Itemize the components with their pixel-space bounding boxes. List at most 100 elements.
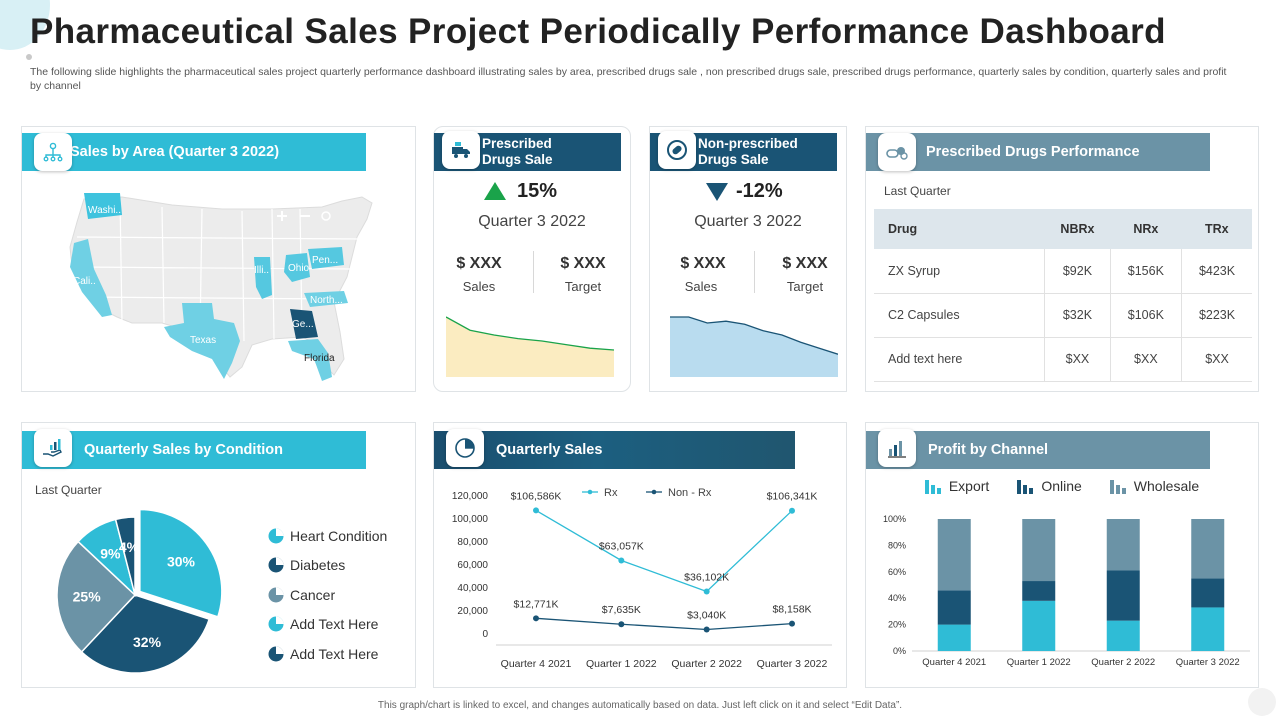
x-tick-label: Quarter 3 2022 [1176,657,1240,668]
pie-slice-label: 30% [167,554,196,570]
y-tick-label: 0% [893,646,906,656]
legend-label-online: Online [1041,478,1082,494]
table-cell: $156K [1110,249,1183,294]
capsules-icon [878,133,916,171]
legend-label-diabetes: Diabetes [290,557,346,574]
y-tick-label: 20,000 [457,606,488,617]
sales-by-area-header: Sales by Area (Quarter 3 2022) [22,133,366,171]
col-nrx: NRx [1110,209,1182,249]
down-arrow-icon [706,183,728,201]
table-row: ZX Syrup $92K $156K $423K [874,249,1252,294]
prescribed-change: 15% [517,180,558,202]
pie-slice [139,508,223,618]
x-tick-label: Quarter 2 2022 [671,658,742,670]
up-arrow-icon [484,182,506,200]
data-label: $8,158K [772,604,811,616]
data-label: $63,057K [599,540,644,552]
data-label: $36,102K [684,571,729,583]
x-tick-label: Quarter 1 2022 [586,658,657,670]
legend-item-diabetes: Diabetes [268,551,387,581]
non-prescribed-change: -12% [736,180,783,202]
pie-slice-icon [268,616,284,632]
state-texas [164,303,240,379]
pie-slice-label: 9% [100,545,121,561]
map-label-pennsylvania: Pen... [312,255,338,266]
bar-segment-online [1022,581,1056,601]
table-cell: $106K [1110,293,1183,338]
y-tick-label: 60% [888,567,906,577]
condition-header: Quarterly Sales by Condition [22,431,366,469]
pie-slice [114,516,136,596]
data-point [703,588,710,595]
pie-slice-icon [268,587,284,603]
decorative-circle-corner [1248,688,1276,716]
y-tick-label: 40,000 [457,583,488,594]
x-tick-label: Quarter 3 2022 [757,658,828,670]
page-title: Pharmaceutical Sales Project Periodicall… [30,12,1166,51]
legend-label-wholesale: Wholesale [1133,478,1200,494]
legend-label: Non - Rx [668,487,712,499]
delivery-truck-icon [442,131,480,169]
prescribed-quarter: Quarter 3 2022 [478,213,586,230]
bar-segment-wholesale [1022,519,1056,582]
pie-slice [80,594,211,674]
prescribed-target-value: $ XXX [560,255,606,272]
table-cell: $XX [1044,337,1111,382]
state-washington [84,193,122,219]
prescribed-trend-area [446,317,614,377]
quarterly-sales-header: Quarterly Sales [434,431,795,469]
prescribed-sales-value: $ XXX [456,255,502,272]
non-prescribed-trend-line [670,316,838,355]
pill-icon [658,131,696,169]
y-tick-label: 80,000 [457,537,488,548]
decorative-dot [26,54,32,60]
state-florida [288,339,332,381]
quarterly-sales-title: Quarterly Sales [496,442,603,458]
non-prescribed-target-value: $ XXX [782,255,828,272]
y-tick-label: 60,000 [457,560,488,571]
table-header-row: Drug NBRx NRx TRx [874,209,1252,249]
bar-segment-wholesale [1106,519,1140,571]
condition-period: Last Quarter [35,483,102,497]
people-network-icon [34,133,72,171]
y-tick-label: 40% [888,593,906,603]
kpi-divider [754,251,755,293]
non-prescribed-trend-area [670,317,838,377]
table-cell: C2 Capsules [874,293,1046,338]
data-point [533,507,539,514]
y-tick-label: 120,000 [452,491,489,502]
x-tick-label: Quarter 4 2021 [501,658,572,670]
legend-item-heart: Heart Condition [268,521,387,551]
footer-note: This graph/chart is linked to excel, and… [377,700,903,711]
us-map: Washi.. Cali.. Texas Illi.. Ohio Pen... … [69,193,373,381]
pie-slice-icon [268,528,284,544]
col-drug: Drug [874,209,1045,249]
table-cell: $423K [1181,249,1252,294]
y-tick-label: 0 [482,629,488,640]
bar-legend-icon [924,480,941,494]
data-label: $106,341K [767,491,818,503]
sales-by-condition-panel: Quarterly Sales by Condition Last Quarte… [21,422,416,688]
data-label: $3,040K [687,610,726,622]
state-ohio [284,253,310,282]
table-row: C2 Capsules $32K $106K $223K [874,293,1252,338]
pie-slice-icon [268,646,284,662]
data-point [703,626,710,633]
condition-legend: Heart Condition Diabetes Cancer Add Text… [268,521,387,669]
legend-item-wholesale: Wholesale [1109,478,1200,494]
drugs-performance-panel: Prescribed Drugs Performance Last Quarte… [865,126,1259,392]
map-label-washington: Washi.. [88,205,121,216]
table-row: Add text here $XX $XX $XX [874,337,1252,382]
condition-title: Quarterly Sales by Condition [84,442,284,458]
legend-item-cancer: Cancer [268,580,387,610]
map-label-georgia: Ge... [292,319,314,330]
sales-by-area-title: Sales by Area (Quarter 3 2022) [70,144,280,160]
kpi-divider [533,251,534,293]
profit-channel-header: Profit by Channel [866,431,1210,469]
state-illinois [254,257,272,299]
pie-slice-label: 4% [119,539,140,555]
legend-item-export: Export [924,478,989,494]
table-cell: Add text here [874,337,1046,382]
map-label-north-carolina: North... [310,295,343,306]
y-tick-label: 20% [888,620,906,630]
